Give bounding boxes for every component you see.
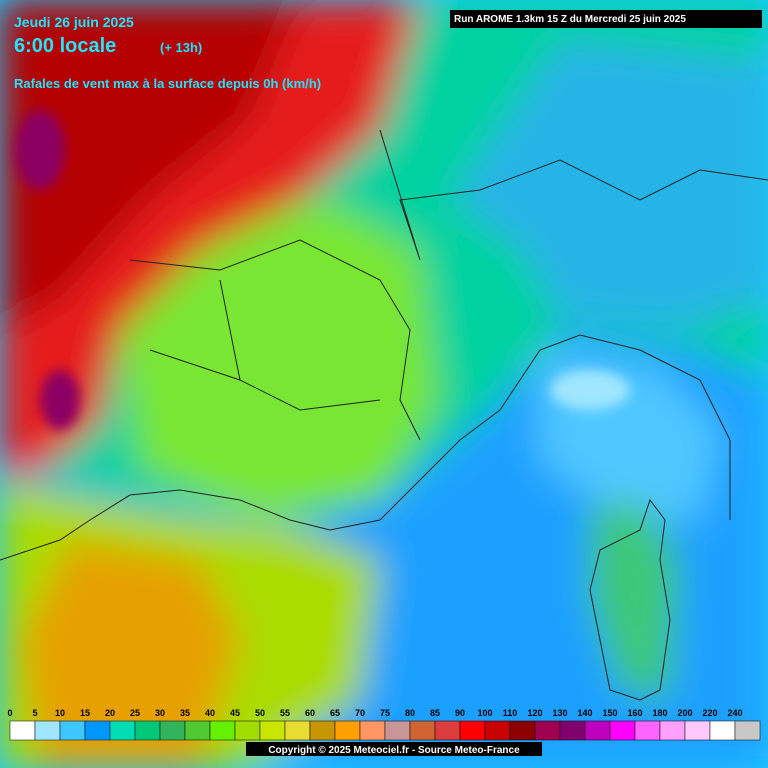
legend-swatch — [509, 720, 536, 741]
legend-label: 90 — [455, 708, 465, 718]
legend-label: 75 — [380, 708, 390, 718]
legend-swatch — [584, 720, 611, 741]
legend-label: 0 — [7, 708, 12, 718]
legend-label: 35 — [180, 708, 190, 718]
legend-label: 80 — [405, 708, 415, 718]
borders — [0, 129, 768, 701]
legend-swatch — [484, 720, 511, 741]
legend-swatch — [384, 720, 411, 741]
time: 6:00 locale — [14, 35, 116, 57]
legend-label: 110 — [503, 708, 518, 718]
run-box — [450, 10, 762, 28]
copyright-box — [246, 742, 542, 756]
legend-label: 180 — [652, 708, 667, 718]
wind-detail — [15, 110, 630, 430]
legend-swatch — [634, 720, 661, 741]
legend-swatch — [84, 720, 111, 741]
legend-label: 70 — [355, 708, 365, 718]
legend-label: 85 — [430, 708, 440, 718]
legend-swatch — [609, 720, 636, 741]
legend-label: 45 — [230, 708, 240, 718]
legend-label: 120 — [527, 708, 542, 718]
legend-swatch — [209, 720, 236, 741]
legend-label: 140 — [577, 708, 592, 718]
offset: (+ 13h) — [160, 40, 202, 55]
legend-swatch — [309, 720, 336, 741]
legend-swatch — [34, 720, 61, 741]
legend-label: 30 — [155, 708, 165, 718]
legend-swatch — [459, 720, 486, 741]
legend-label: 60 — [305, 708, 315, 718]
date: Jeudi 26 juin 2025 — [14, 14, 134, 30]
legend-label: 160 — [627, 708, 642, 718]
legend-swatch — [534, 720, 561, 741]
legend: 0 5 10 15 20 25 30 35 40 45 50 55 60 65 70 75 80 85 90 100 1… — [7, 708, 761, 741]
legend-label: 15 — [80, 708, 90, 718]
legend-label: 220 — [702, 708, 717, 718]
subtitle: Rafales de vent max à la surface depuis … — [14, 76, 321, 91]
legend-label: 50 — [255, 708, 265, 718]
legend-label: 130 — [552, 708, 567, 718]
legend-label: 25 — [130, 708, 140, 718]
legend-label: 200 — [677, 708, 692, 718]
legend-swatch — [284, 720, 311, 741]
legend-label: 10 — [55, 708, 65, 718]
legend-swatch — [334, 720, 361, 741]
legend-label: 20 — [105, 708, 115, 718]
legend-swatch — [434, 720, 461, 741]
legend-swatch — [134, 720, 161, 741]
legend-label: 55 — [280, 708, 290, 718]
legend-swatch — [734, 720, 761, 741]
legend-swatch — [9, 720, 36, 741]
legend-swatch — [659, 720, 686, 741]
run-info: Run AROME 1.3km 15 Z du Mercredi 25 juin… — [454, 14, 686, 25]
legend-swatch — [59, 720, 86, 741]
legend-label: 40 — [205, 708, 215, 718]
legend-label: 150 — [602, 708, 617, 718]
legend-label: 65 — [330, 708, 340, 718]
legend-swatch — [709, 720, 736, 741]
legend-swatch — [184, 720, 211, 741]
legend-swatch — [559, 720, 586, 741]
legend-swatch — [234, 720, 261, 741]
legend-swatch — [359, 720, 386, 741]
legend-label: 100 — [477, 708, 492, 718]
legend-swatch — [409, 720, 436, 741]
legend-label: 5 — [32, 708, 37, 718]
legend-swatch — [684, 720, 711, 741]
legend-swatch — [109, 720, 136, 741]
copyright: Copyright © 2025 Meteociel.fr - Source M… — [268, 745, 520, 756]
legend-swatch — [259, 720, 286, 741]
legend-label: 240 — [727, 708, 742, 718]
legend-swatch — [159, 720, 186, 741]
